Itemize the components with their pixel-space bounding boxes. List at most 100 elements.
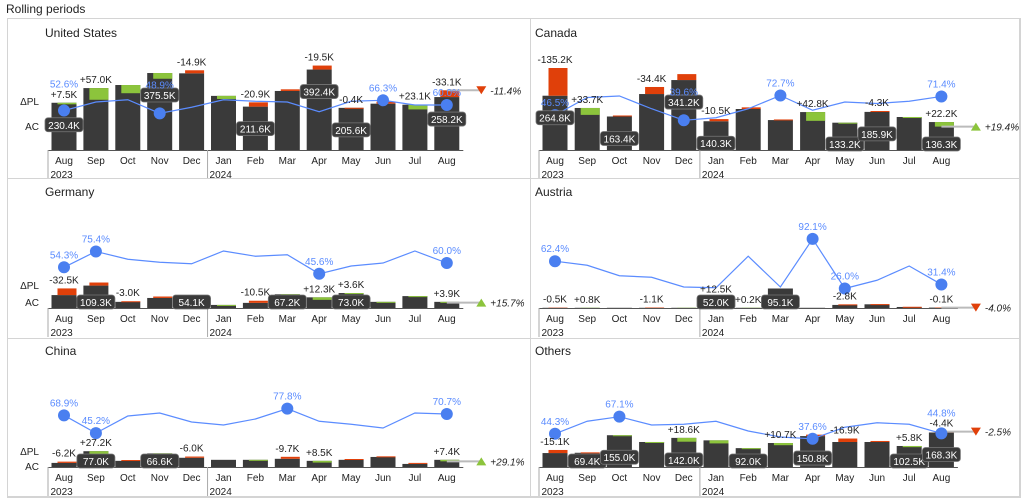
ac-label-box bbox=[535, 110, 575, 126]
ac-label-box bbox=[696, 294, 736, 310]
ac-label-box bbox=[696, 135, 736, 151]
percentage-label: 60.0% bbox=[433, 246, 461, 257]
ac-bar bbox=[402, 463, 428, 467]
percentage-label: 77.8% bbox=[273, 392, 301, 403]
month-tick-label: Jul bbox=[409, 314, 422, 325]
chart-title: Germany bbox=[45, 185, 95, 199]
ac-label-box bbox=[267, 294, 307, 310]
month-tick-label: Aug bbox=[933, 314, 951, 325]
month-tick-label: Nov bbox=[151, 473, 169, 484]
total-deviation-label: -11.4% bbox=[490, 86, 521, 97]
ac-value-label: 73.0K bbox=[338, 298, 364, 309]
ac-label-box bbox=[760, 294, 800, 310]
ac-label-box bbox=[600, 449, 639, 465]
year-tick-label: 2024 bbox=[702, 170, 725, 181]
ac-value-label: 54.1K bbox=[179, 298, 205, 309]
delta-pl-label: -3.0K bbox=[116, 288, 140, 299]
month-tick-label: Oct bbox=[120, 314, 136, 325]
ac-value-label: 150.8K bbox=[797, 454, 829, 465]
delta-pl-bar-positive bbox=[153, 73, 173, 79]
ac-bar bbox=[434, 301, 460, 308]
year-tick-label: 2023 bbox=[542, 170, 565, 181]
delta-pl-label: +10.7K bbox=[764, 430, 796, 441]
delta-pl-label: +7.5K bbox=[51, 90, 78, 101]
month-tick-label: Feb bbox=[740, 314, 758, 325]
ac-bar bbox=[274, 458, 300, 467]
ac-value-label: 69.4K bbox=[574, 457, 600, 468]
month-tick-label: Nov bbox=[643, 473, 661, 484]
delta-pl-bar-positive bbox=[376, 301, 396, 303]
month-tick-label: Oct bbox=[120, 473, 136, 484]
ac-bar bbox=[832, 441, 858, 467]
month-tick-label: Aug bbox=[55, 314, 73, 325]
delta-pl-label: -4.4K bbox=[929, 419, 953, 430]
delta-pl-label: +22.2K bbox=[925, 109, 957, 120]
month-tick-label: Jul bbox=[903, 314, 916, 325]
ac-bar bbox=[115, 301, 141, 308]
delta-pl-label: +57.0K bbox=[80, 75, 112, 86]
percentage-point bbox=[549, 427, 561, 440]
month-tick-label: Jan bbox=[215, 314, 231, 325]
chart-united-states: ΔPL AC Aug Sep Oct Nov Dec Jan Feb Mar Apr May Jun Ju… bbox=[20, 53, 521, 181]
percentage-point bbox=[58, 104, 70, 117]
delta-pl-bar-negative bbox=[121, 301, 141, 303]
month-tick-label: Mar bbox=[772, 314, 790, 325]
ac-label-box bbox=[76, 453, 116, 469]
percentage-label: 67.1% bbox=[605, 400, 633, 411]
month-tick-label: Feb bbox=[247, 156, 265, 167]
delta-pl-bar-negative bbox=[677, 74, 697, 81]
delta-pl-label: +0.8K bbox=[574, 295, 601, 306]
year-tick-label: 2023 bbox=[542, 487, 565, 498]
month-tick-label: Sep bbox=[87, 156, 105, 167]
delta-pl-bar-negative bbox=[741, 107, 761, 109]
ac-bar bbox=[147, 297, 173, 308]
delta-pl-label: +42.8K bbox=[797, 99, 829, 110]
percentage-point bbox=[281, 402, 294, 415]
delta-pl-bar-positive bbox=[902, 445, 922, 448]
delta-pl-bar-negative bbox=[57, 288, 77, 296]
delta-pl-label: -10.5K bbox=[701, 106, 731, 117]
ac-label-box bbox=[921, 447, 961, 462]
panel-others: Others Aug Sep Oct Nov Dec Jan Feb Mar Apr May Jun… bbox=[530, 338, 1020, 498]
delta-pl-label: -34.4K bbox=[637, 74, 667, 85]
month-tick-label: Jul bbox=[903, 473, 916, 484]
delta-pl-bar-positive bbox=[248, 459, 268, 461]
chart-austria: Aug Sep Oct Nov Dec Jan Feb Mar Apr May Jun Jul Aug 2… bbox=[538, 222, 1011, 339]
percentage-label: 54.3% bbox=[50, 250, 78, 261]
ac-bar bbox=[338, 459, 364, 467]
percentage-point bbox=[440, 99, 453, 111]
delta-pl-bar-negative bbox=[280, 456, 300, 459]
percentage-point bbox=[935, 278, 948, 291]
delta-pl-label: +23.1K bbox=[399, 92, 431, 103]
delta-pl-bar-negative bbox=[870, 440, 890, 442]
month-tick-label: Jul bbox=[409, 156, 422, 167]
percentage-line bbox=[63, 408, 447, 434]
delta-pl-label: +3.9K bbox=[434, 289, 461, 300]
ac-bar bbox=[402, 104, 428, 150]
percentage-point bbox=[935, 427, 948, 440]
month-tick-label: Sep bbox=[578, 473, 596, 484]
delta-pl-bar-positive bbox=[934, 122, 954, 127]
delta-pl-bar-positive bbox=[344, 293, 364, 295]
month-tick-label: Oct bbox=[612, 314, 628, 325]
ac-value-label: 95.1K bbox=[767, 298, 793, 309]
ac-bar bbox=[211, 95, 236, 150]
ac-bar bbox=[370, 103, 396, 150]
delta-pl-label: -33.1K bbox=[432, 77, 462, 88]
percentage-label: 68.9% bbox=[50, 398, 78, 409]
delta-pl-bar-negative bbox=[548, 449, 568, 454]
ac-label-box bbox=[793, 450, 833, 466]
total-deviation-label: +29.1% bbox=[490, 457, 524, 468]
delta-pl-bar-negative bbox=[773, 119, 793, 121]
month-tick-label: Apr bbox=[805, 314, 821, 325]
month-tick-label: Oct bbox=[612, 473, 628, 484]
ac-value-label: 211.6K bbox=[240, 125, 271, 136]
month-tick-label: Apr bbox=[311, 473, 327, 484]
ac-value-label: 375.5K bbox=[144, 91, 176, 102]
percentage-label: 45.6% bbox=[305, 257, 333, 268]
month-tick-label: Feb bbox=[740, 473, 758, 484]
month-tick-label: Aug bbox=[55, 156, 73, 167]
percentage-label: 75.4% bbox=[82, 234, 110, 245]
ac-bar bbox=[306, 460, 332, 467]
delta-pl-bar-negative bbox=[376, 456, 396, 458]
